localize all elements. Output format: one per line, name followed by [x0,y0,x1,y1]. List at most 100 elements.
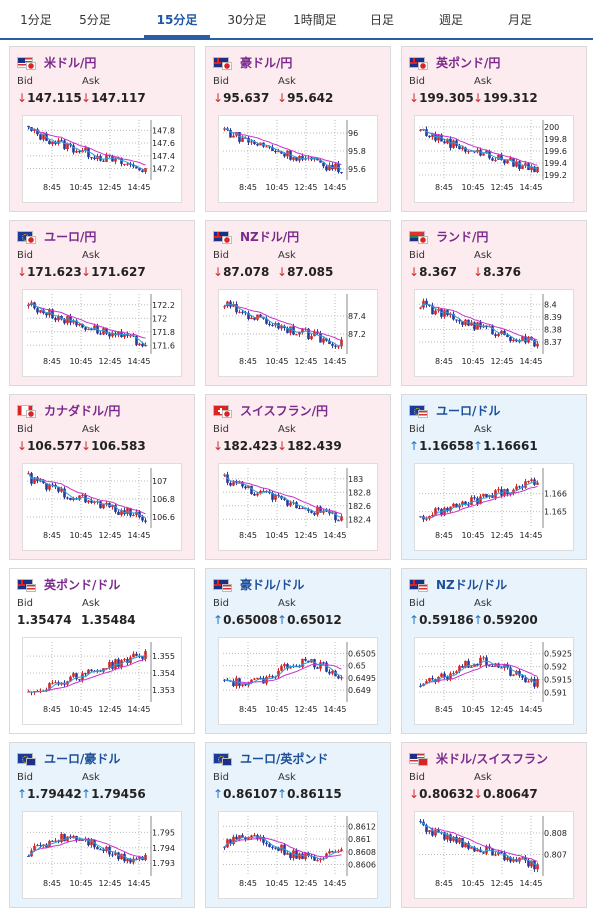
pair-name[interactable]: スイスフラン/円 [240,403,329,418]
x-tick-label: 12:45 [98,705,121,714]
x-tick-label: 12:45 [98,879,121,888]
pair-name[interactable]: ランド/円 [436,229,489,244]
x-tick-label: 10:45 [69,357,92,366]
pair-card[interactable]: ランド/円 Bid Ask ↓8.367 ↓8.376 8.4 8.39 8.38 8.37 8:… [401,220,587,386]
pair-card[interactable]: 豪ドル/ドル Bid Ask ↑0.65008 ↑0.65012 0.6505 0.65 0.… [205,568,391,734]
down-arrow-icon: ↓ [81,265,92,279]
tab-6[interactable]: 週足 [438,13,463,27]
y-tick-label: 0.5915 [544,675,572,684]
candle-body [120,510,123,515]
pair-name[interactable]: ユーロ/豪ドル [44,751,121,766]
candle-body [464,147,467,152]
pair-card[interactable]: 英ポンド/ドル Bid Ask 1.35474 1.35484 1.355 1.354 1.3… [9,568,195,734]
tab-0[interactable]: 1分足 [20,13,52,27]
ask-label: Ask [474,598,492,609]
pair-card[interactable]: 英ポンド/円 Bid Ask ↓199.305 ↓199.312 200 199.8 199.… [401,46,587,212]
y-tick-label: 200 [544,123,559,132]
au-jp-flag-icon [213,56,232,70]
tab-7[interactable]: 月足 [507,13,532,27]
price-chart[interactable]: 0.808 0.807 8:45 10:45 12:45 14:45 [414,811,574,899]
fast-moving-average-line [420,128,538,170]
price-chart[interactable]: 0.5925 0.592 0.5915 0.591 8:45 10:45 12:45 14:4… [414,637,574,725]
pair-card[interactable]: ユーロ/豪ドル Bid Ask ↑1.79442 ↑1.79456 1.795 1.794 1… [9,742,195,908]
pair-card[interactable]: 米ドル/円 Bid Ask ↓147.115 ↓147.117 147.8 147.6 147… [9,46,195,212]
ask-value: ↑1.79456 [81,787,146,801]
pair-name[interactable]: カナダドル/円 [44,403,121,418]
candle-body [36,844,39,847]
x-tick-label: 10:45 [69,183,92,192]
candle-body [428,305,431,307]
candle-body [440,673,443,677]
price-chart[interactable]: 200 199.8 199.6 199.4 199.2 8:45 10:45 12:45 14:… [414,115,574,203]
price-chart[interactable]: 147.8 147.6 147.4 147.2 8:45 10:45 12:45 14:45 [22,115,182,203]
pair-name[interactable]: NZドル/円 [240,229,300,244]
candle-body [45,313,48,316]
us-jp-flag-icon [17,56,36,70]
pair-card[interactable]: ユーロ/英ポンド Bid Ask ↑0.86107 ↑0.86115 0.8612 0.86… [205,742,391,908]
pair-name[interactable]: 豪ドル/ドル [240,577,305,592]
pair-card[interactable]: ユーロ/ドル Bid Ask ↑1.16658 ↑1.16661 1.166 1.165 8:… [401,394,587,560]
down-arrow-icon: ↓ [213,91,224,105]
candle-body [256,314,259,320]
candle-body [527,480,530,482]
candle-body [533,340,536,347]
candle-body [138,856,141,859]
price-chart[interactable]: 0.8612 0.861 0.8608 0.8606 8:45 10:45 12:45 14:… [218,811,378,899]
eu-jp-flag-icon [17,230,36,244]
y-tick-label: 171.8 [152,328,175,337]
down-arrow-icon: ↓ [277,265,288,279]
candle-body [265,146,268,148]
candle-body [479,849,482,853]
pair-name[interactable]: 米ドル/円 [44,55,97,70]
down-arrow-icon: ↓ [409,787,420,801]
tab-1[interactable]: 5分足 [79,13,111,27]
pair-name[interactable]: ユーロ/ドル [436,403,501,418]
ask-value: ↑0.59200 [473,613,538,627]
price-chart[interactable]: 1.795 1.794 1.793 8:45 10:45 12:45 14:45 [22,811,182,899]
tab-3[interactable]: 30分足 [227,13,267,27]
candle-body [530,166,533,171]
pair-name[interactable]: 豪ドル/円 [240,55,293,70]
x-tick-label: 8:45 [239,531,257,540]
x-tick-label: 10:45 [461,879,484,888]
price-chart[interactable]: 96 95.8 95.6 8:45 10:45 12:45 14:45 [218,115,378,203]
price-chart[interactable]: 183 182.8 182.6 182.4 8:45 10:45 12:45 14:45 [218,463,378,551]
price-chart[interactable]: 87.4 87.2 8:45 10:45 12:45 14:45 [218,289,378,377]
y-tick-label: 106.6 [152,513,175,522]
up-arrow-icon: ↑ [81,787,92,801]
tab-5[interactable]: 日足 [369,13,394,27]
ask-value: ↑0.65012 [277,613,342,627]
pair-card[interactable]: NZドル/円 Bid Ask ↓87.078 ↓87.085 87.4 87.2 8:45 10… [205,220,391,386]
pair-name[interactable]: NZドル/ドル [436,577,508,592]
x-tick-label: 14:45 [127,531,150,540]
pair-name[interactable]: ユーロ/円 [44,229,97,244]
pair-header: 英ポンド/ドル [17,576,120,592]
pair-name[interactable]: ユーロ/英ポンド [240,751,329,766]
candle-body [277,847,280,851]
x-tick-label: 14:45 [323,357,346,366]
pair-card[interactable]: NZドル/ドル Bid Ask ↑0.59186 ↑0.59200 0.5925 0.592… [401,568,587,734]
pair-card[interactable]: ユーロ/円 Bid Ask ↓171.623 ↓171.627 172.2 172 171.8… [9,220,195,386]
pair-card[interactable]: スイスフラン/円 Bid Ask ↓182.423 ↓182.439 183 182.8 18… [205,394,391,560]
price-chart[interactable]: 8.4 8.39 8.38 8.37 8:45 10:45 12:45 14:45 [414,289,574,377]
candle-body [87,328,90,330]
candle-body [63,319,66,324]
pair-card[interactable]: カナダドル/円 Bid Ask ↓106.577 ↓106.583 107 106.8 106… [9,394,195,560]
price-chart[interactable]: 107 106.8 106.6 8:45 10:45 12:45 14:45 [22,463,182,551]
pair-card[interactable]: 米ドル/スイスフラン Bid Ask ↓0.80632 ↓0.80647 0.808 0.8… [401,742,587,908]
tab-4[interactable]: 1時間足 [293,13,337,27]
timeframe-tabs: 1分足 5分足 15分足 30分足 1時間足 日足 週足 月足 [0,0,593,40]
candle-body [256,144,259,146]
price-chart[interactable]: 1.355 1.354 1.353 8:45 10:45 12:45 14:45 [22,637,182,725]
pair-name[interactable]: 米ドル/スイスフラン [436,751,549,766]
pair-name[interactable]: 英ポンド/ドル [44,577,121,592]
pair-card[interactable]: 豪ドル/円 Bid Ask ↓95.637 ↓95.642 96 95.8 95.6 8:45 1… [205,46,391,212]
tab-2[interactable]: 15分足 [144,0,210,38]
pair-name[interactable]: 英ポンド/円 [436,55,501,70]
x-tick-label: 12:45 [294,705,317,714]
price-chart[interactable]: 172.2 172 171.8 171.6 8:45 10:45 12:45 14:45 [22,289,182,377]
x-tick-label: 14:45 [519,705,542,714]
price-chart[interactable]: 0.6505 0.65 0.6495 0.649 8:45 10:45 12:45 14:45 [218,637,378,725]
candlestick-chart-svg: 172.2 172 171.8 171.6 8:45 10:45 12:45 14:45 [27,294,175,366]
price-chart[interactable]: 1.166 1.165 8:45 10:45 12:45 14:45 [414,463,574,551]
